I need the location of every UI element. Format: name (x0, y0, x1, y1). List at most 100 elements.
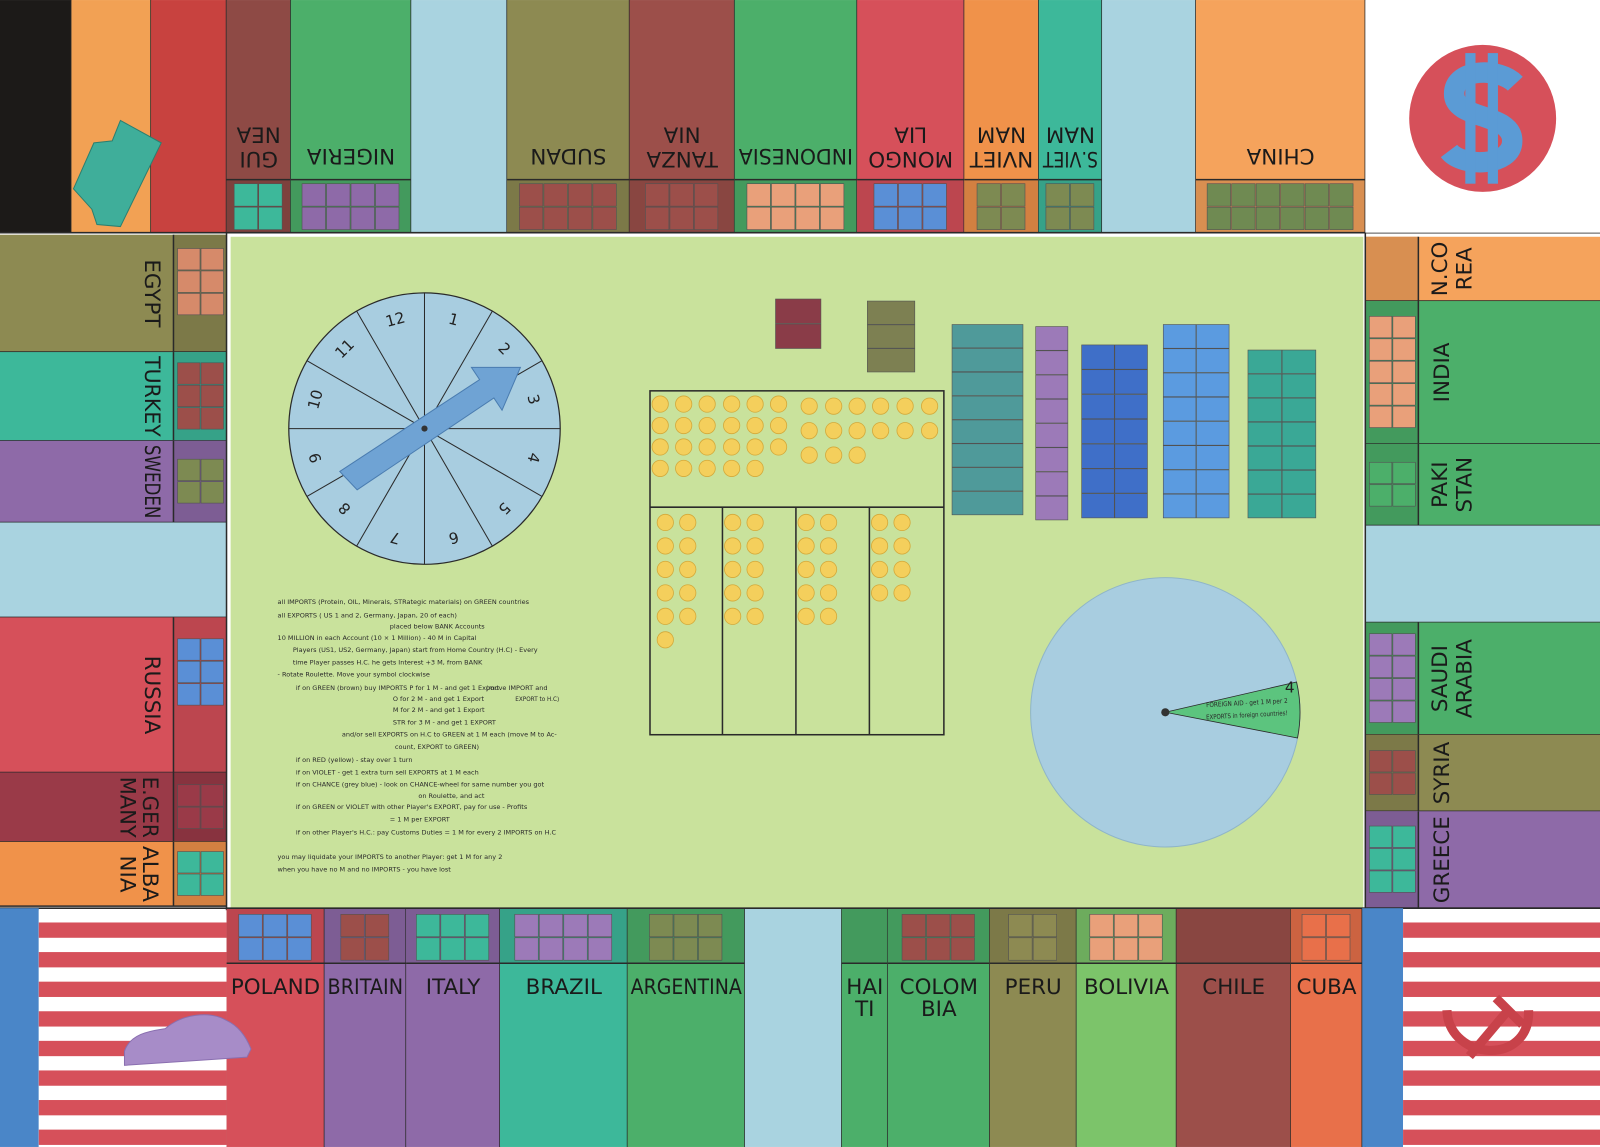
cube (1369, 772, 1393, 795)
space (411, 0, 508, 233)
roulette-number: 6 (447, 528, 461, 548)
flag-stripe (38, 952, 227, 968)
cube (673, 914, 698, 938)
space-label-line: NIA (115, 856, 140, 893)
coin (921, 422, 939, 440)
cube (1032, 937, 1057, 961)
space-label-line: PERU (1005, 975, 1062, 1000)
coin (797, 560, 815, 578)
cube (177, 638, 201, 661)
cube (177, 481, 201, 504)
space-label-line: BIA (921, 997, 957, 1022)
cube (177, 407, 201, 430)
space-label: BRAZIL (526, 975, 602, 1000)
rule-line: Players (US1, US2, Germany, Japan) start… (293, 646, 538, 654)
cube (287, 914, 312, 938)
coin (893, 537, 911, 555)
flag-stripe (1403, 1129, 1600, 1145)
cube (1301, 914, 1326, 938)
cube (1392, 405, 1416, 428)
coin (797, 537, 815, 555)
cube (1369, 870, 1393, 893)
coin (675, 438, 693, 456)
cube (1304, 206, 1329, 230)
cube (649, 914, 674, 938)
cube (1162, 445, 1197, 470)
cube (669, 183, 694, 207)
cube (1035, 398, 1069, 424)
cube (1247, 494, 1282, 519)
cube (1045, 183, 1070, 207)
cube (1089, 914, 1114, 938)
coin (698, 395, 716, 413)
space-label: NIGERIA (307, 143, 396, 168)
cube (258, 183, 283, 207)
cube (1162, 421, 1197, 446)
space-label-line: ARGENTINA (631, 975, 743, 1000)
coin (872, 397, 890, 415)
space-label-line: BOLIVIA (1084, 975, 1169, 1000)
coin (770, 438, 788, 456)
cube (238, 914, 263, 938)
cube (1113, 914, 1139, 938)
corner-bar (0, 908, 39, 1147)
space-label-line: BRAZIL (526, 975, 602, 1000)
space-label-line: NEA (236, 122, 281, 147)
cube (440, 937, 465, 961)
space-label-line: CHINA (1246, 143, 1314, 168)
coin (656, 560, 674, 578)
cube (1281, 421, 1317, 447)
cube (1045, 206, 1070, 230)
space-holder (1176, 908, 1291, 964)
coin (723, 416, 741, 435)
cube (867, 300, 916, 325)
cube (1392, 360, 1416, 383)
cube (1162, 493, 1197, 519)
coin (746, 513, 764, 532)
cube (1196, 421, 1230, 446)
cube (200, 481, 224, 504)
cube (1247, 445, 1282, 471)
space-label: BOLIVIA (1084, 975, 1169, 1000)
coin (896, 422, 914, 440)
cube (1196, 469, 1230, 494)
cube (177, 293, 201, 316)
cube (873, 183, 898, 207)
coin (651, 395, 669, 413)
cube (350, 206, 375, 230)
cube (301, 206, 326, 230)
cube (1369, 678, 1393, 701)
cube (519, 206, 544, 230)
cube (1369, 750, 1393, 773)
cube (1304, 183, 1329, 207)
cube (1392, 848, 1416, 871)
coin (848, 397, 866, 415)
space-label: CHILE (1202, 975, 1265, 1000)
space (744, 908, 842, 1147)
coin (820, 537, 838, 555)
cube (1196, 372, 1230, 398)
flag-stripe (38, 922, 227, 938)
cube (1329, 206, 1354, 230)
cube (1369, 655, 1393, 678)
space-label-line: CUBA (1297, 975, 1357, 1000)
cube (775, 323, 822, 349)
cube (922, 183, 947, 207)
cube (568, 183, 593, 207)
hammer (1465, 994, 1526, 1060)
rule-line: all EXPORTS ( US 1 and 2, Germany, Japan… (278, 611, 457, 619)
cube (1255, 206, 1280, 230)
space-label: PERU (1005, 975, 1062, 1000)
cube (1392, 700, 1416, 723)
cube (771, 206, 796, 230)
cube (1369, 461, 1393, 485)
cube (365, 937, 390, 961)
cube (1089, 937, 1114, 961)
cube (1206, 206, 1231, 230)
cube (1070, 206, 1095, 230)
cube (1138, 937, 1163, 961)
